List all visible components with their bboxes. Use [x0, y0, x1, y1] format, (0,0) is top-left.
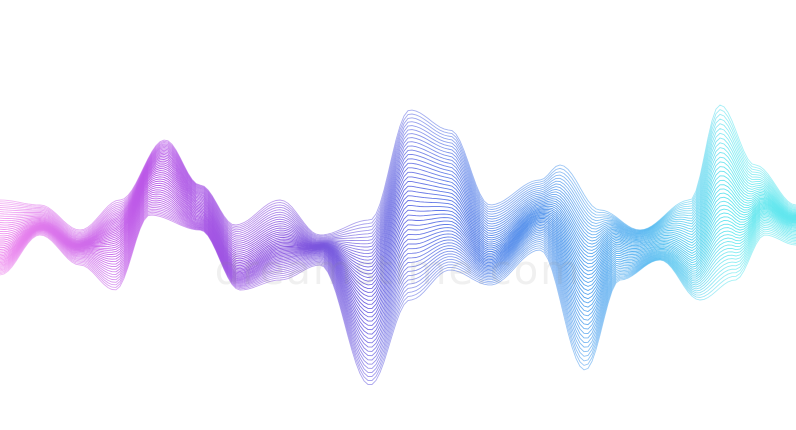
wave-line — [0, 189, 796, 326]
wave-line — [0, 191, 796, 331]
wave-line — [0, 197, 796, 344]
wave-line — [0, 213, 796, 381]
wave-line — [0, 174, 796, 297]
wave-line — [0, 123, 796, 240]
wave-line — [0, 187, 796, 322]
wave-line — [0, 176, 796, 301]
wave-line — [0, 164, 796, 278]
wave-line — [0, 104, 796, 236]
wave-line — [0, 182, 796, 314]
wave-line — [0, 193, 796, 335]
wave-line — [0, 211, 796, 377]
wave-line — [0, 210, 796, 373]
wave-line — [0, 172, 796, 293]
wave-line — [0, 180, 796, 309]
wave-line — [0, 205, 796, 361]
wave-line — [0, 113, 796, 238]
wave-line — [0, 166, 796, 282]
wave-line — [0, 168, 796, 286]
wave-line — [0, 199, 796, 348]
wave-line — [0, 185, 796, 318]
wave-line — [0, 203, 796, 357]
wave-line — [0, 207, 796, 365]
wave-line — [0, 208, 796, 369]
wave-line — [0, 195, 796, 339]
wave-line — [0, 201, 796, 352]
wave-line — [0, 214, 796, 385]
wave-line — [0, 170, 796, 290]
wave-lines — [0, 104, 796, 385]
wave-line — [0, 178, 796, 305]
